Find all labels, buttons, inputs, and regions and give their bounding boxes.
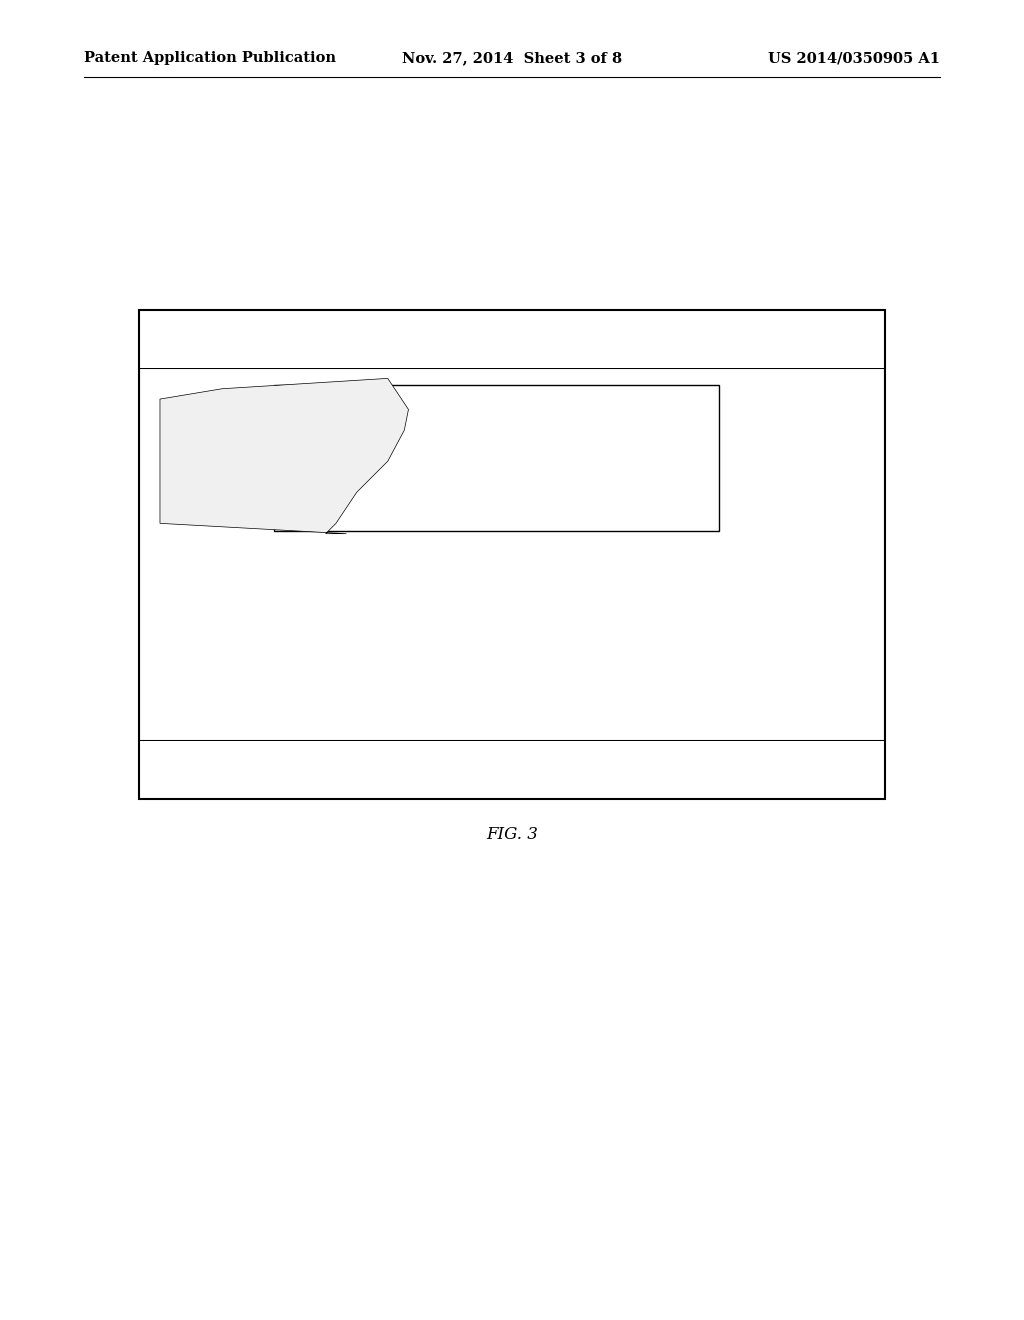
Text: Non-Volcanic (Magma Poor) PM: Non-Volcanic (Magma Poor) PM bbox=[332, 470, 538, 483]
Bar bbox=[287, 426, 322, 453]
Bar bbox=[287, 499, 322, 525]
Text: Uncertain: Uncertain bbox=[332, 506, 396, 519]
Text: Nov. 27, 2014  Sheet 3 of 8: Nov. 27, 2014 Sheet 3 of 8 bbox=[402, 51, 622, 65]
Text: Patent Application Publication: Patent Application Publication bbox=[84, 51, 336, 65]
Text: Volcanic PM: Volcanic PM bbox=[332, 433, 411, 446]
Bar bbox=[287, 463, 322, 490]
Text: US 2014/0350905 A1: US 2014/0350905 A1 bbox=[768, 51, 940, 65]
Text: FIG. 3: FIG. 3 bbox=[486, 826, 538, 842]
Bar bbox=[274, 385, 719, 531]
Bar bbox=[287, 391, 322, 417]
Text: Passive margin: Passive margin bbox=[332, 397, 432, 411]
Polygon shape bbox=[160, 379, 409, 533]
Bar bbox=[139, 310, 885, 799]
